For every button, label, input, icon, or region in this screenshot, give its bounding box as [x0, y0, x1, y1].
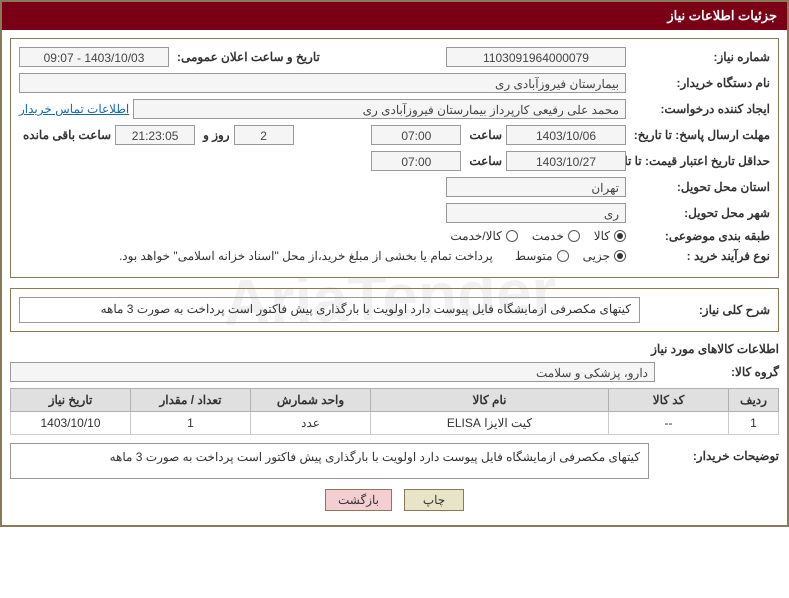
time-word-1: ساعت: [465, 128, 502, 142]
province-value: تهران: [446, 177, 626, 197]
button-bar: چاپ بازگشت: [10, 479, 779, 517]
subject-radio-1[interactable]: خدمت: [532, 229, 580, 243]
purchase-radio-0[interactable]: جزیی: [583, 249, 626, 263]
cell-needdt: 1403/10/10: [11, 412, 131, 435]
buyer-org-value: بیمارستان فیروزآبادی ری: [19, 73, 626, 93]
buyer-notes-label: توضیحات خریدار:: [659, 443, 779, 463]
form-panel: شماره نیاز: 1103091964000079 تاریخ و ساع…: [10, 38, 779, 278]
need-no-label: شماره نیاز:: [630, 50, 770, 64]
general-desc-block: شرح کلی نیاز: کیتهای مکصرفی ازمایشگاه فا…: [10, 288, 779, 332]
subject-radio-2[interactable]: کالا/خدمت: [450, 229, 517, 243]
subject-radio-0-label: کالا: [594, 229, 610, 243]
goods-group-value: دارو، پزشکی و سلامت: [10, 362, 655, 382]
cell-name: کیت الایزا ELISA: [371, 412, 609, 435]
city-label: شهر محل تحویل:: [630, 206, 770, 220]
deadline-label-1: مهلت ارسال پاسخ:: [675, 128, 770, 142]
page-title: جزئیات اطلاعات نیاز: [2, 2, 787, 30]
radio-icon: [568, 230, 580, 242]
buyer-org-label: نام دستگاه خریدار:: [630, 76, 770, 90]
days-left-value: 2: [234, 125, 294, 145]
cell-qty: 1: [131, 412, 251, 435]
min-valid-label-1: حداقل تاریخ اعتبار قیمت:: [645, 154, 770, 168]
col-code: کد کالا: [609, 389, 729, 412]
announce-dt-label: تاریخ و ساعت اعلان عمومی:: [173, 50, 320, 64]
min-valid-label: حداقل تاریخ اعتبار قیمت: تا تاریخ:: [630, 154, 770, 168]
subject-radio-0[interactable]: کالا: [594, 229, 626, 243]
days-and-label: روز و: [199, 128, 230, 142]
deadline-time-value: 07:00: [371, 125, 461, 145]
col-unit: واحد شمارش: [251, 389, 371, 412]
min-valid-time-value: 07:00: [371, 151, 461, 171]
announce-dt-value: 1403/10/03 - 09:07: [19, 47, 169, 67]
radio-icon: [614, 230, 626, 242]
col-needdt: تاریخ نیاز: [11, 389, 131, 412]
time-left-value: 21:23:05: [115, 125, 195, 145]
radio-icon: [614, 250, 626, 262]
need-no-value: 1103091964000079: [446, 47, 626, 67]
col-rowno: ردیف: [729, 389, 779, 412]
goods-table: ردیف کد کالا نام کالا واحد شمارش تعداد /…: [10, 388, 779, 435]
subject-radio-2-label: کالا/خدمت: [450, 229, 501, 243]
cell-rowno: 1: [729, 412, 779, 435]
col-name: نام کالا: [371, 389, 609, 412]
deadline-date-value: 1403/10/06: [506, 125, 626, 145]
purchase-radio-1-label: متوسط: [515, 249, 553, 263]
requester-label: ایجاد کننده درخواست:: [630, 102, 770, 116]
city-value: ری: [446, 203, 626, 223]
subject-radio-1-label: خدمت: [532, 229, 564, 243]
purchase-type-group: جزیی متوسط: [515, 249, 626, 263]
buyer-notes-value: کیتهای مکصرفی ازمایشگاه فایل پیوست دارد …: [10, 443, 649, 479]
back-button[interactable]: بازگشت: [325, 489, 392, 511]
general-desc-value: کیتهای مکصرفی ازمایشگاه فایل پیوست دارد …: [19, 297, 640, 323]
table-row: 1 -- کیت الایزا ELISA عدد 1 1403/10/10: [11, 412, 779, 435]
deadline-label: مهلت ارسال پاسخ: تا تاریخ:: [630, 128, 770, 142]
requester-value: محمد علی رفیعی کارپرداز بیمارستان فیروزآ…: [133, 99, 626, 119]
subject-class-label: طبقه بندی موضوعی:: [630, 229, 770, 243]
general-desc-label: شرح کلی نیاز:: [650, 303, 770, 317]
time-word-2: ساعت: [465, 154, 502, 168]
purchase-type-label: نوع فرآیند خرید :: [630, 249, 770, 263]
col-qty: تعداد / مقدار: [131, 389, 251, 412]
min-valid-date-value: 1403/10/27: [506, 151, 626, 171]
print-button[interactable]: چاپ: [404, 489, 464, 511]
cell-code: --: [609, 412, 729, 435]
buyer-contact-link[interactable]: اطلاعات تماس خریدار: [19, 102, 129, 116]
goods-group-label: گروه کالا:: [659, 365, 779, 379]
radio-icon: [506, 230, 518, 242]
deadline-label-2: تا تاریخ:: [634, 128, 672, 142]
goods-header-row: ردیف کد کالا نام کالا واحد شمارش تعداد /…: [11, 389, 779, 412]
province-label: استان محل تحویل:: [630, 180, 770, 194]
purchase-radio-0-label: جزیی: [583, 249, 610, 263]
hours-left-label: ساعت باقی مانده: [19, 128, 111, 142]
purchase-radio-1[interactable]: متوسط: [515, 249, 569, 263]
goods-section-title: اطلاعات کالاهای مورد نیاز: [10, 342, 779, 356]
subject-class-group: کالا خدمت کالا/خدمت: [450, 229, 626, 243]
radio-icon: [557, 250, 569, 262]
purchase-note: پرداخت تمام یا بخشی از مبلغ خرید،از محل …: [119, 249, 493, 263]
cell-unit: عدد: [251, 412, 371, 435]
